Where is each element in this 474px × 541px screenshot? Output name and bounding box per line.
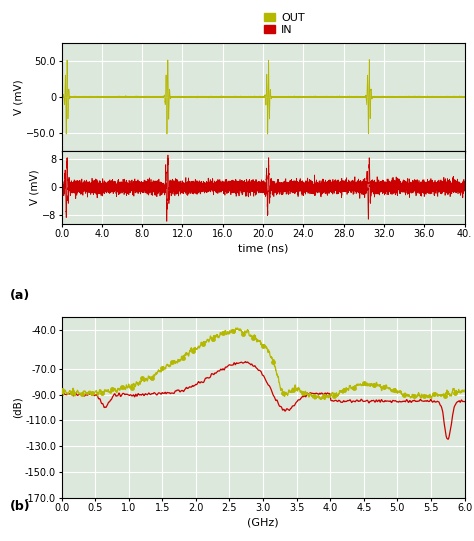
- Legend: OUT, IN: OUT, IN: [260, 8, 309, 39]
- X-axis label: time (ns): time (ns): [238, 243, 288, 253]
- Text: (a): (a): [9, 289, 30, 302]
- Y-axis label: V (mV): V (mV): [29, 169, 39, 205]
- Y-axis label: (dB): (dB): [12, 397, 22, 418]
- X-axis label: (GHz): (GHz): [247, 517, 279, 527]
- Y-axis label: V (mV): V (mV): [14, 79, 24, 115]
- Text: (b): (b): [9, 500, 30, 513]
